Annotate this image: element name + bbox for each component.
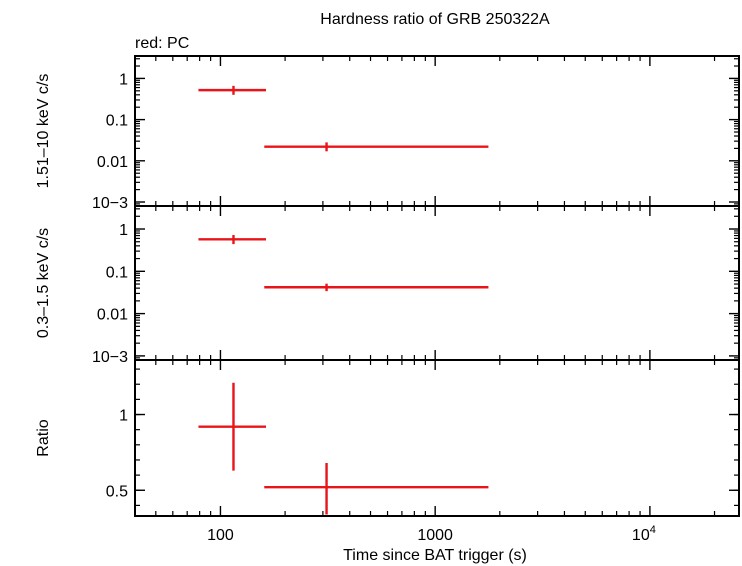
y-tick-label: 10−3 [92,349,128,366]
y-tick-label: 10−3 [92,195,128,212]
y-tick-label: 1 [119,71,128,88]
data-point [198,382,267,471]
x-tick-label: 1000 [417,527,453,544]
chart-title: Hardness ratio of GRB 250322A [320,11,550,28]
data-point [198,85,267,95]
y-axis-label: Ratio [35,419,52,456]
x-tick-label: 104 [632,524,656,544]
y-tick-label: 1 [119,222,128,239]
panel-ratio: 1 0.5 Ratio [35,359,740,517]
y-tick-label: 0.1 [106,264,128,281]
data-point [198,235,267,245]
y-tick-label: 0.01 [97,154,128,171]
data-point [264,142,489,152]
panel-soft: 1 0.1 0.01 10−3 0.3–1.5 keV c/s [35,205,740,366]
y-tick-label: 0.5 [106,483,128,500]
data-point [264,462,489,515]
y-tick-label: 0.1 [106,113,128,130]
data-point [264,283,489,292]
legend-label: red: PC [135,35,189,52]
panel-frame [134,205,740,361]
x-tick-label-exponent: 4 [650,524,656,536]
panel-frame [134,359,740,517]
panel-hard: 1 0.1 0.01 10−3 1.51–10 keV c/s [35,55,740,212]
y-tick-label: 1 [119,408,128,425]
panel-frame [134,55,740,207]
y-axis-label: 1.51–10 keV c/s [35,74,52,189]
y-tick-label: 0.01 [97,307,128,324]
x-axis-label: Time since BAT trigger (s) [343,547,527,564]
x-tick-label-base: 10 [632,527,650,544]
y-axis-label: 0.3–1.5 keV c/s [35,228,52,338]
x-tick-label: 100 [207,527,234,544]
